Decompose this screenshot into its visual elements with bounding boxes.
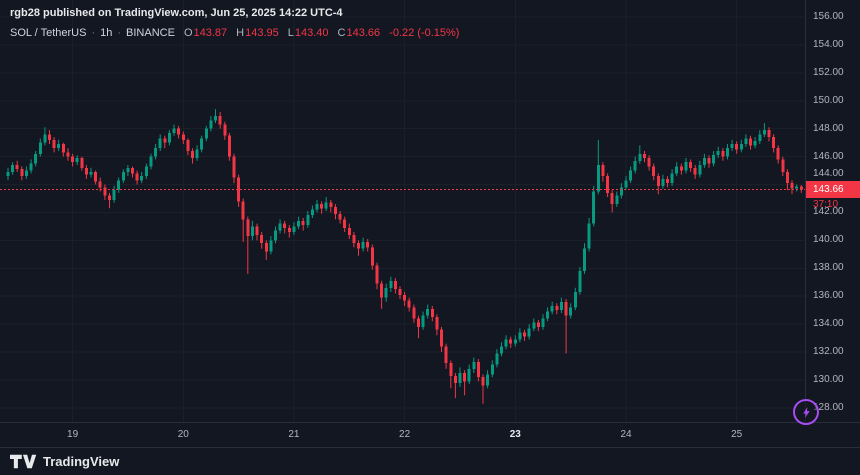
price-tick-label: 134.00 bbox=[813, 318, 844, 330]
tradingview-wordmark: TradingView bbox=[43, 454, 120, 469]
price-tick-label: 146.00 bbox=[813, 150, 844, 162]
price-tick-label: 152.00 bbox=[813, 66, 844, 78]
legend-separator: · bbox=[91, 27, 96, 39]
price-tick-label: 148.00 bbox=[813, 122, 844, 134]
time-tick-label: 23 bbox=[509, 429, 521, 440]
change-value: -0.22 (-0.15%) bbox=[389, 27, 460, 39]
price-tick-label: 154.00 bbox=[813, 38, 844, 50]
price-tick-label: 128.00 bbox=[813, 401, 844, 413]
footer-bar: TradingView bbox=[0, 447, 860, 475]
tradingview-logo[interactable]: TradingView bbox=[10, 454, 119, 469]
time-tick-label: 19 bbox=[67, 429, 79, 440]
price-tick-label: 150.00 bbox=[813, 94, 844, 106]
time-tick-label: 21 bbox=[288, 429, 300, 440]
price-tick-label: 156.00 bbox=[813, 11, 844, 22]
high-label: H bbox=[236, 27, 245, 39]
last-price-value: 143.66 bbox=[813, 184, 844, 196]
last-price-badge: 143.66 bbox=[806, 181, 860, 199]
open-value: 143.87 bbox=[193, 27, 228, 39]
low-label: L bbox=[287, 27, 294, 39]
time-tick-label: 22 bbox=[399, 429, 411, 440]
ohlc-high: H143.95 bbox=[236, 27, 279, 39]
high-value: 143.95 bbox=[245, 27, 279, 39]
time-tick-label: 24 bbox=[620, 429, 632, 440]
time-tick-label: 20 bbox=[177, 429, 189, 440]
price-axis[interactable]: 143.66 37:10 156.00 154.00 152.00 150.00 148… bbox=[805, 0, 860, 422]
ohlc-open: O143.87 bbox=[184, 27, 227, 39]
time-tick-label: 25 bbox=[731, 429, 743, 440]
close-label: C bbox=[337, 27, 346, 39]
price-tick-label: 142.00 bbox=[813, 206, 844, 218]
price-tick-label: 144.00 bbox=[813, 168, 844, 180]
low-value: 143.40 bbox=[294, 27, 329, 39]
ohlc-close: C143.66 bbox=[338, 27, 381, 39]
exchange-label: BINANCE bbox=[126, 27, 175, 39]
tradingview-logomark-icon bbox=[10, 454, 37, 469]
interval-label[interactable]: 1h bbox=[100, 27, 113, 39]
legend-separator: · bbox=[117, 27, 122, 39]
close-value: 143.66 bbox=[346, 27, 381, 39]
price-tick-label: 130.00 bbox=[813, 374, 844, 385]
price-tick-label: 136.00 bbox=[813, 290, 844, 302]
time-axis[interactable]: 19 20 21 22 23 24 25 bbox=[0, 422, 860, 448]
price-tick-label: 140.00 bbox=[813, 234, 844, 246]
price-tick-label: 138.00 bbox=[813, 262, 844, 274]
symbol-legend: SOL / TetherUS · 1h · BINANCE O143.87 H1… bbox=[10, 27, 459, 39]
bar-countdown: 37:10 bbox=[813, 199, 839, 211]
price-tick-label: 132.00 bbox=[813, 346, 844, 357]
symbol-name[interactable]: SOL / TetherUS bbox=[10, 27, 87, 39]
boost-button[interactable] bbox=[793, 399, 819, 425]
candlestick-chart[interactable] bbox=[0, 0, 806, 422]
lightning-icon bbox=[802, 406, 810, 418]
open-label: O bbox=[183, 27, 193, 39]
attribution-text: rgb28 published on TradingView.com, Jun … bbox=[10, 7, 343, 19]
ohlc-low: L143.40 bbox=[288, 27, 329, 39]
